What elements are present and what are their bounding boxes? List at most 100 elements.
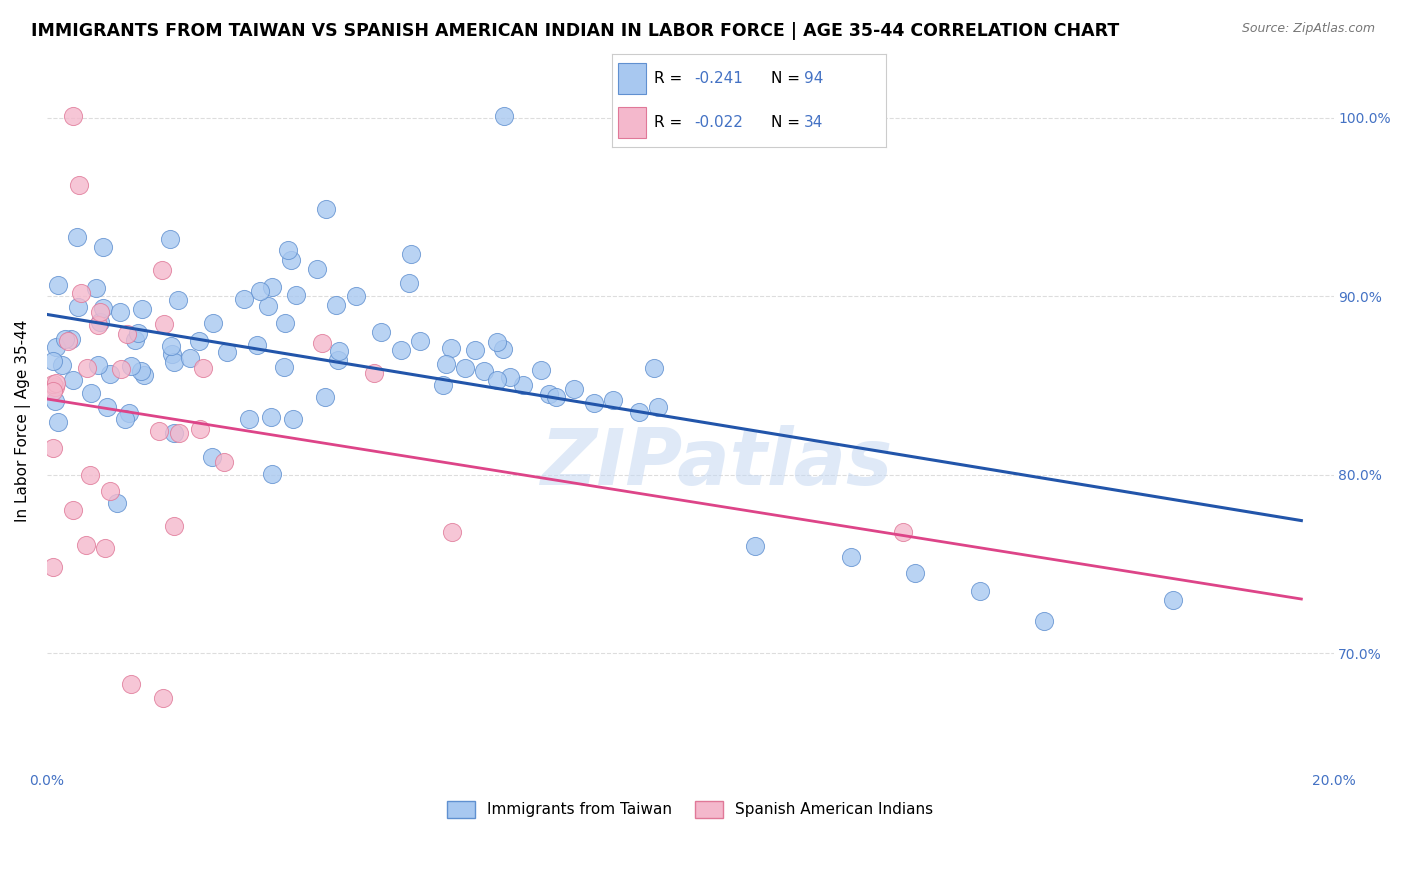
- Legend: Immigrants from Taiwan, Spanish American Indians: Immigrants from Taiwan, Spanish American…: [441, 795, 939, 824]
- Point: [370, 325, 392, 339]
- Point: [53, 332, 76, 346]
- Text: 94: 94: [804, 70, 823, 86]
- Point: [744, 539, 766, 553]
- Point: [108, 305, 131, 319]
- Point: [167, 425, 190, 440]
- Point: [120, 676, 142, 690]
- Point: [434, 357, 457, 371]
- Point: [486, 373, 509, 387]
- Text: R =: R =: [654, 70, 688, 86]
- Point: [454, 360, 477, 375]
- Text: IMMIGRANTS FROM TAIWAN VS SPANISH AMERICAN INDIAN IN LABOR FORCE | AGE 35-44 COR: IMMIGRANTS FROM TAIWAN VS SPANISH AMERIC…: [31, 22, 1119, 40]
- Point: [325, 298, 347, 312]
- Point: [492, 343, 515, 357]
- Point: [399, 246, 422, 260]
- Point: [124, 333, 146, 347]
- Point: [80, 386, 103, 401]
- Point: [246, 338, 269, 352]
- Point: [100, 367, 122, 381]
- Point: [152, 690, 174, 705]
- Point: [440, 341, 463, 355]
- Point: [277, 243, 299, 257]
- Point: [212, 455, 235, 469]
- Point: [389, 343, 412, 357]
- Point: [87, 318, 110, 332]
- Point: [42, 376, 65, 391]
- Point: [238, 412, 260, 426]
- Point: [163, 426, 186, 441]
- Point: [148, 424, 170, 438]
- Point: [232, 292, 254, 306]
- Point: [62, 502, 84, 516]
- Point: [42, 442, 65, 456]
- Point: [84, 281, 107, 295]
- Point: [643, 361, 665, 376]
- Point: [260, 410, 283, 425]
- Point: [537, 387, 560, 401]
- Point: [512, 378, 534, 392]
- Point: [114, 411, 136, 425]
- Point: [969, 583, 991, 598]
- Point: [474, 364, 496, 378]
- Point: [544, 391, 567, 405]
- Point: [257, 300, 280, 314]
- Point: [58, 334, 80, 349]
- Point: [60, 332, 83, 346]
- Point: [163, 519, 186, 533]
- Point: [891, 524, 914, 539]
- Point: [120, 359, 142, 373]
- Point: [62, 109, 84, 123]
- Point: [627, 405, 650, 419]
- Point: [160, 347, 183, 361]
- Point: [262, 280, 284, 294]
- Point: [582, 396, 605, 410]
- Point: [273, 359, 295, 374]
- Point: [96, 400, 118, 414]
- Point: [46, 415, 69, 429]
- Point: [217, 345, 239, 359]
- Point: [432, 378, 454, 392]
- Text: ZIPatlas: ZIPatlas: [540, 425, 891, 501]
- Point: [564, 382, 586, 396]
- Point: [89, 305, 111, 319]
- Point: [45, 376, 67, 390]
- Point: [46, 277, 69, 292]
- Point: [647, 400, 669, 414]
- Point: [42, 384, 65, 398]
- Point: [105, 496, 128, 510]
- Point: [281, 412, 304, 426]
- Point: [280, 253, 302, 268]
- Point: [314, 390, 336, 404]
- Point: [463, 343, 485, 358]
- Text: Source: ZipAtlas.com: Source: ZipAtlas.com: [1241, 22, 1375, 36]
- Point: [51, 358, 73, 372]
- Point: [67, 300, 90, 314]
- Point: [602, 392, 624, 407]
- Point: [409, 334, 432, 348]
- Text: N =: N =: [770, 115, 804, 130]
- Point: [1161, 592, 1184, 607]
- Point: [307, 262, 329, 277]
- Point: [42, 354, 65, 368]
- Point: [191, 360, 214, 375]
- Point: [344, 289, 367, 303]
- Point: [110, 361, 132, 376]
- Point: [188, 334, 211, 348]
- Point: [530, 363, 553, 377]
- Point: [115, 327, 138, 342]
- Point: [486, 334, 509, 349]
- Point: [89, 315, 111, 329]
- Point: [499, 369, 522, 384]
- Point: [315, 202, 337, 216]
- Point: [150, 262, 173, 277]
- Point: [44, 394, 66, 409]
- Point: [492, 109, 515, 123]
- Point: [91, 301, 114, 315]
- Bar: [619, 63, 645, 94]
- Point: [62, 373, 84, 387]
- Point: [167, 293, 190, 307]
- Point: [201, 450, 224, 464]
- Point: [262, 467, 284, 481]
- Point: [129, 363, 152, 377]
- Point: [69, 286, 91, 301]
